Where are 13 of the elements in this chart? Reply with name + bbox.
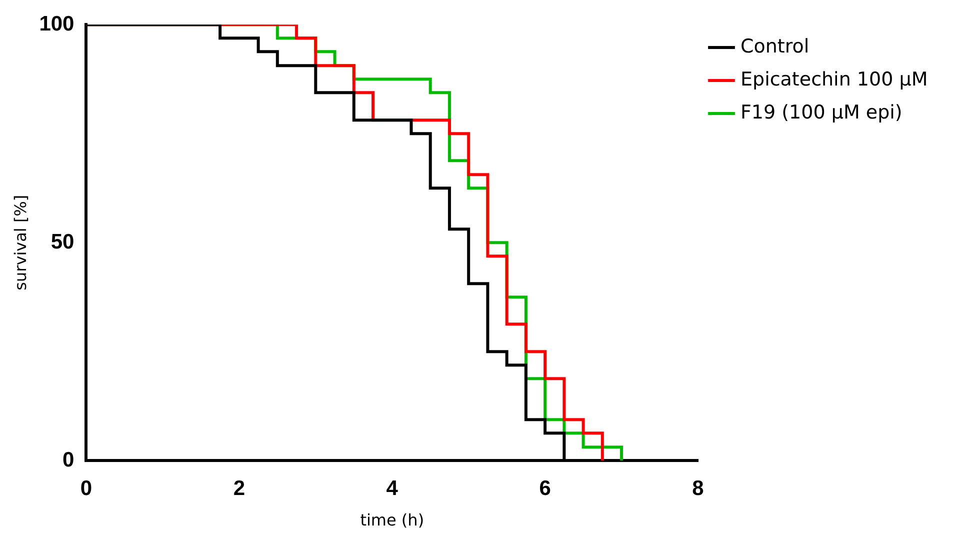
y-tick-label: 50 (50, 230, 74, 254)
x-tick-label: 8 (692, 476, 704, 500)
legend-label: Epicatechin 100 µM (740, 68, 928, 90)
x-tick-label: 0 (80, 476, 92, 500)
x-tick-label: 4 (386, 476, 398, 500)
x-tick-label: 2 (233, 476, 246, 500)
y-axis-title: survival [%] (10, 194, 30, 290)
y-tick-label: 0 (62, 448, 74, 472)
y-tick-label: 100 (39, 12, 74, 36)
x-axis-title: time (h) (360, 510, 424, 530)
legend-label: F19 (100 µM epi) (740, 101, 902, 124)
x-tick-label: 6 (539, 476, 551, 500)
legend-label: Control (740, 35, 810, 58)
